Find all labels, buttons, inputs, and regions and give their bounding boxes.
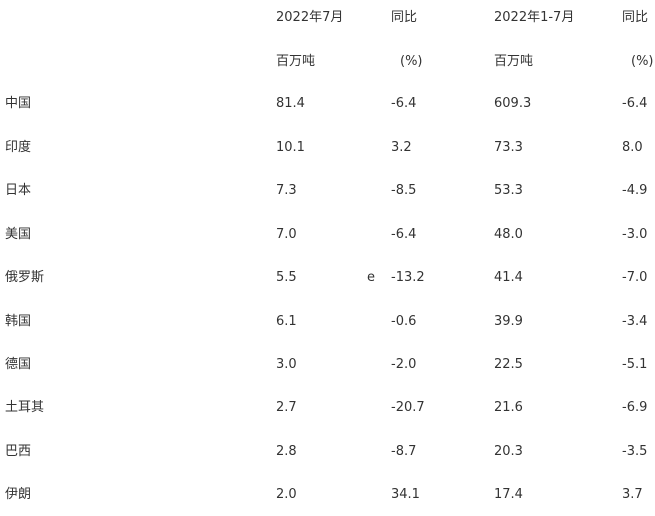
month-value-cell: 2.0 [276,487,297,502]
month-value-cell: 3.0 [276,357,297,372]
ytd-value-cell: 20.3 [494,444,523,459]
country-cell: 印度 [5,140,32,155]
country-cell: 德国 [5,357,32,372]
month-value-cell: 6.1 [276,314,297,329]
header-pct-ytd: (%) [631,54,654,69]
yoy-month-cell: -6.4 [391,227,417,242]
yoy-month-cell: -8.5 [391,183,417,198]
month-value-cell: 2.7 [276,400,297,415]
ytd-value-cell: 53.3 [494,183,523,198]
country-cell: 伊朗 [5,487,32,502]
header-unit-ytd: 百万吨 [494,54,534,69]
month-value-cell: 7.3 [276,183,297,198]
ytd-value-cell: 609.3 [494,96,532,111]
yoy-month-cell: -0.6 [391,314,417,329]
header-month: 2022年7月 [276,10,344,25]
ytd-value-cell: 39.9 [494,314,523,329]
ytd-value-cell: 22.5 [494,357,523,372]
ytd-value-cell: 73.3 [494,140,523,155]
yoy-month-cell: -6.4 [391,96,417,111]
header-yoy-ytd: 同比 [622,10,649,25]
country-cell: 俄罗斯 [5,270,45,285]
yoy-ytd-cell: -6.9 [622,400,648,415]
country-cell: 美国 [5,227,32,242]
ytd-value-cell: 21.6 [494,400,523,415]
yoy-ytd-cell: -7.0 [622,270,648,285]
yoy-ytd-cell: -3.4 [622,314,648,329]
header-unit-month: 百万吨 [276,54,316,69]
yoy-ytd-cell: 8.0 [622,140,643,155]
month-value-cell: 7.0 [276,227,297,242]
month-value-cell: 5.5 [276,270,297,285]
yoy-ytd-cell: 3.7 [622,487,643,502]
yoy-ytd-cell: -3.0 [622,227,648,242]
country-cell: 巴西 [5,444,32,459]
ytd-value-cell: 48.0 [494,227,523,242]
yoy-month-cell: 34.1 [391,487,420,502]
header-ytd: 2022年1-7月 [494,10,575,25]
yoy-month-cell: -20.7 [391,400,425,415]
yoy-ytd-cell: -4.9 [622,183,648,198]
ytd-value-cell: 41.4 [494,270,523,285]
country-cell: 中国 [5,96,32,111]
estimate-note: e [367,270,375,285]
country-cell: 日本 [5,183,32,198]
month-value-cell: 2.8 [276,444,297,459]
ytd-value-cell: 17.4 [494,487,523,502]
yoy-month-cell: -2.0 [391,357,417,372]
country-cell: 土耳其 [5,400,45,415]
yoy-ytd-cell: -6.4 [622,96,648,111]
header-yoy-month: 同比 [391,10,418,25]
month-value-cell: 10.1 [276,140,305,155]
yoy-ytd-cell: -3.5 [622,444,648,459]
header-pct-month: (%) [400,54,423,69]
yoy-month-cell: 3.2 [391,140,412,155]
yoy-ytd-cell: -5.1 [622,357,648,372]
country-cell: 韩国 [5,314,32,329]
yoy-month-cell: -13.2 [391,270,425,285]
yoy-month-cell: -8.7 [391,444,417,459]
month-value-cell: 81.4 [276,96,305,111]
